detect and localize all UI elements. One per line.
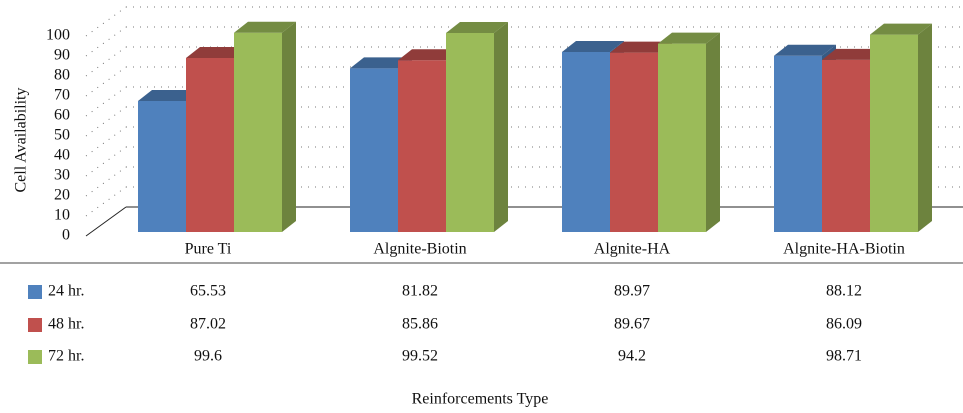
- bar-top: [398, 49, 460, 61]
- bar-top: [658, 32, 720, 44]
- table-value: 94.2: [618, 348, 646, 365]
- y-tick-label: 40: [54, 147, 70, 164]
- bar-side: [918, 23, 932, 232]
- y-tick-label: 90: [54, 47, 70, 64]
- legend-swatch: [28, 318, 42, 332]
- table-value: 87.02: [190, 316, 226, 333]
- bar-front: [610, 52, 658, 232]
- bar-side: [282, 21, 296, 232]
- table-value: 99.6: [194, 348, 222, 365]
- bar-front: [138, 100, 186, 232]
- bar-front: [186, 57, 234, 233]
- x-tick-label: Pure Ti: [185, 241, 232, 258]
- y-tick-label: 70: [54, 87, 70, 104]
- legend-label: 48 hr.: [48, 316, 84, 333]
- legend-label: 24 hr.: [48, 283, 84, 300]
- legend-swatch: [28, 350, 42, 364]
- bar-side: [494, 21, 508, 233]
- bar: [870, 23, 932, 232]
- bar-front: [446, 32, 494, 233]
- table-value: 89.97: [614, 283, 650, 300]
- table-value: 85.86: [402, 316, 438, 333]
- bar-top: [138, 89, 200, 101]
- bar-front: [562, 52, 610, 233]
- y-tick-label: 30: [54, 167, 70, 184]
- bar-top: [446, 21, 508, 33]
- bar-front: [350, 68, 398, 232]
- bar-side: [706, 32, 720, 232]
- y-axis-title: Cell Availability: [13, 87, 30, 192]
- y-tick-label: 100: [46, 27, 70, 44]
- legend-label: 72 hr.: [48, 348, 84, 365]
- bar-top: [774, 44, 836, 56]
- grid-line: [85, 6, 127, 37]
- y-tick-label: 80: [54, 67, 70, 84]
- y-tick-label: 50: [54, 127, 70, 144]
- bar-top: [610, 41, 672, 53]
- bar: [658, 32, 720, 232]
- bar: [446, 21, 508, 233]
- bar: [234, 21, 296, 232]
- bar-front: [658, 43, 706, 232]
- table-value: 65.53: [190, 283, 226, 300]
- x-tick-label: Algnite-Biotin: [373, 241, 466, 258]
- table-value: 88.12: [826, 283, 862, 300]
- bar-front: [870, 34, 918, 232]
- bar-front: [234, 32, 282, 232]
- bar-front: [822, 59, 870, 232]
- floor-edge: [85, 206, 127, 237]
- table-value: 98.71: [826, 348, 862, 365]
- table-value: 86.09: [826, 316, 862, 333]
- bar-top: [870, 23, 932, 35]
- bar-top: [350, 57, 412, 69]
- bar-front: [774, 55, 822, 233]
- x-axis-title: Reinforcements Type: [412, 391, 549, 408]
- bar-top: [562, 41, 624, 53]
- bar-top: [822, 48, 884, 60]
- table-value: 89.67: [614, 316, 650, 333]
- y-tick-label: 60: [54, 107, 70, 124]
- table-value: 99.52: [402, 348, 438, 365]
- x-tick-label: Algnite-HA: [594, 241, 671, 258]
- y-tick-label: 10: [54, 207, 70, 224]
- bar-top: [234, 21, 296, 33]
- bar-top: [186, 46, 248, 58]
- bar-front: [398, 60, 446, 232]
- y-tick-label: 20: [54, 187, 70, 204]
- table-value: 81.82: [402, 283, 438, 300]
- y-tick-label: 0: [62, 227, 70, 244]
- x-tick-label: Algnite-HA-Biotin: [783, 241, 905, 258]
- legend-swatch: [28, 285, 42, 299]
